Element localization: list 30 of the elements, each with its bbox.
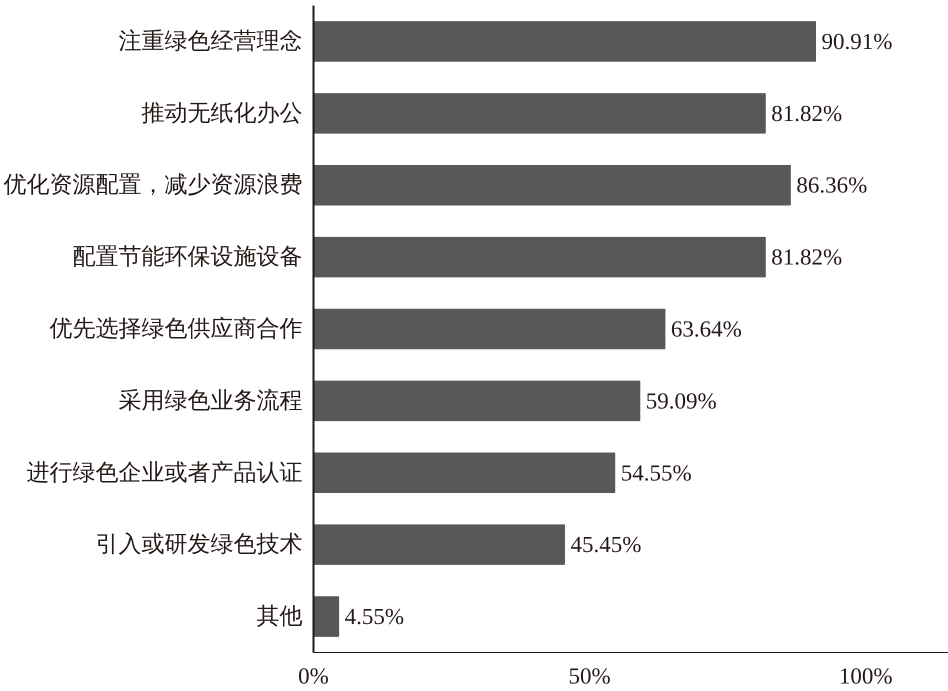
data-label: 54.55% <box>620 460 692 486</box>
bar <box>314 93 766 134</box>
y-tick-label: 进行绿色企业或者产品认证 <box>26 460 302 486</box>
y-tick-label: 配置节能环保设施设备 <box>72 244 302 270</box>
x-tick-label: 0% <box>298 664 329 688</box>
bar <box>314 164 791 206</box>
data-label: 81.82% <box>771 100 842 126</box>
data-label: 86.36% <box>796 172 868 198</box>
x-tick-label: 50% <box>568 664 611 688</box>
y-tick-label: 优化资源配置，减少资源浪费 <box>4 172 302 198</box>
data-label: 90.91% <box>821 28 892 54</box>
data-label: 4.55% <box>344 604 404 630</box>
y-tick-label: 推动无纸化办公 <box>142 100 302 126</box>
bar <box>314 524 565 565</box>
data-label: 45.45% <box>570 532 642 558</box>
y-tick-label: 引入或研发绿色技术 <box>96 532 302 558</box>
bar <box>314 308 666 350</box>
data-label: 63.64% <box>670 316 742 342</box>
y-tick-label: 优先选择绿色供应商合作 <box>50 316 302 342</box>
bar <box>314 380 640 422</box>
bar <box>314 596 340 637</box>
bar <box>314 452 616 494</box>
y-tick-label: 采用绿色业务流程 <box>118 388 302 414</box>
x-tick-label: 100% <box>838 664 893 688</box>
y-tick-label: 注重绿色经营理念 <box>118 28 302 54</box>
data-label: 59.09% <box>646 388 717 414</box>
bar <box>314 236 766 278</box>
y-tick-label: 其他 <box>256 604 302 630</box>
bar <box>314 21 816 62</box>
data-label: 81.82% <box>771 244 842 270</box>
